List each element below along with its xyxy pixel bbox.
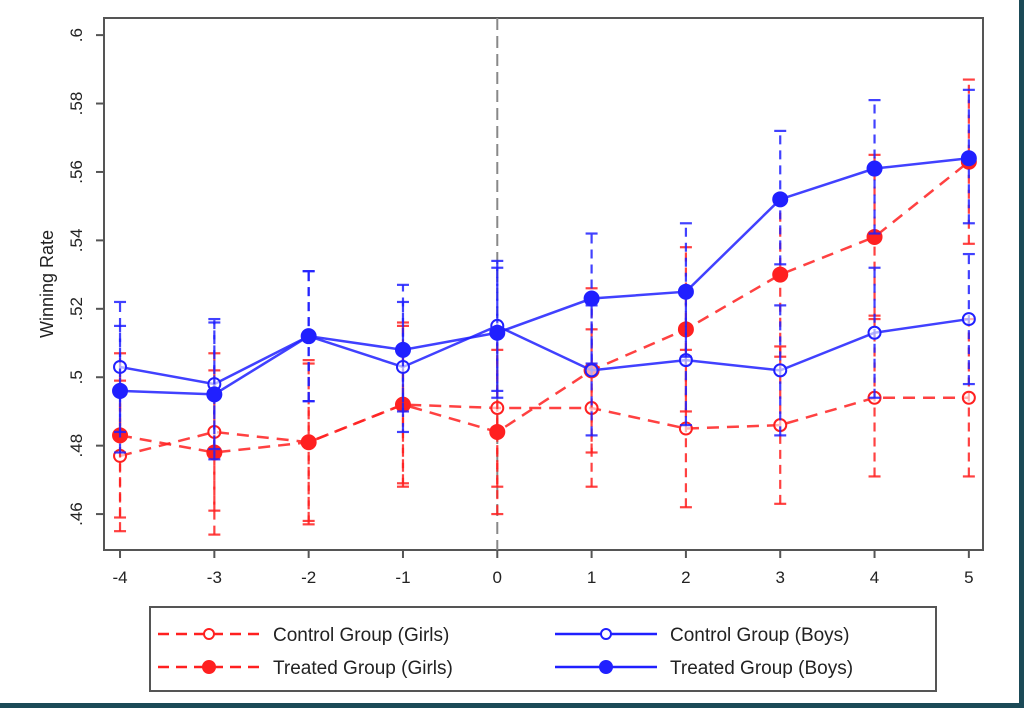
legend-item: Control Group (Girls)	[158, 625, 449, 646]
x-tick-label: -4	[112, 568, 127, 587]
series-treated-group-boys	[112, 88, 977, 461]
x-tick-label: 2	[681, 568, 690, 587]
x-tick-label: 4	[870, 568, 879, 587]
y-tick-label: .6	[67, 28, 86, 42]
data-point	[866, 160, 883, 177]
data-point	[112, 382, 129, 399]
series-treated-group-girls	[112, 78, 977, 536]
y-tick-label: .54	[67, 229, 86, 253]
legend-label: Treated Group (Boys)	[670, 658, 853, 679]
series-line	[119, 317, 970, 386]
series-line	[119, 396, 969, 458]
legend-label: Control Group (Girls)	[273, 625, 449, 646]
series-line	[119, 157, 969, 396]
legend: Control Group (Girls) Treated Group (Girl…	[149, 606, 937, 692]
y-tick-label: .46	[67, 502, 86, 526]
data-point	[583, 290, 600, 307]
x-tick-label: 5	[964, 568, 973, 587]
frame-border-right	[1019, 0, 1024, 708]
series-layer	[112, 78, 977, 536]
data-point	[677, 283, 694, 300]
data-point	[300, 328, 317, 345]
y-axis: .46 .48 .5 .52 .54 .56 .58 .6	[67, 28, 104, 526]
y-tick-label: .56	[67, 160, 86, 184]
legend-item: Treated Group (Girls)	[158, 658, 453, 679]
y-axis-label: Winning Rate	[37, 230, 57, 338]
legend-item: Control Group (Boys)	[555, 625, 850, 646]
x-tick-label: -3	[207, 568, 222, 587]
data-point	[300, 434, 317, 451]
data-point	[489, 423, 506, 440]
data-point	[772, 191, 789, 208]
legend-label: Treated Group (Girls)	[273, 658, 453, 679]
x-tick-label: 1	[587, 568, 596, 587]
data-point	[206, 386, 223, 403]
legend-marker-swatch	[202, 660, 216, 674]
data-point	[867, 325, 882, 340]
x-tick-label: -1	[395, 568, 410, 587]
legend-box	[149, 606, 937, 692]
x-tick-label: -2	[301, 568, 316, 587]
series-line	[119, 160, 970, 454]
y-tick-label: .48	[67, 434, 86, 458]
y-tick-label: .58	[67, 92, 86, 116]
legend-marker-swatch	[600, 628, 612, 640]
legend-item: Treated Group (Boys)	[555, 658, 853, 679]
frame-border-bottom	[0, 703, 1024, 708]
y-tick-label: .52	[67, 297, 86, 321]
x-tick-label: 3	[775, 568, 784, 587]
data-point	[961, 390, 976, 405]
y-tick-label: .5	[67, 370, 86, 384]
legend-marker-swatch	[599, 660, 613, 674]
plot-area	[103, 17, 984, 551]
data-point	[489, 324, 506, 341]
data-point	[773, 363, 788, 378]
data-point	[394, 341, 411, 358]
x-tick-label: 0	[493, 568, 502, 587]
data-point	[584, 363, 599, 378]
legend-label: Control Group (Boys)	[670, 625, 850, 646]
data-point	[960, 150, 977, 167]
data-point	[961, 312, 976, 327]
legend-marker-swatch	[203, 628, 215, 640]
data-point	[772, 266, 789, 283]
x-axis: -4 -3 -2 -1 0 1 2 3 4 5	[112, 550, 974, 587]
